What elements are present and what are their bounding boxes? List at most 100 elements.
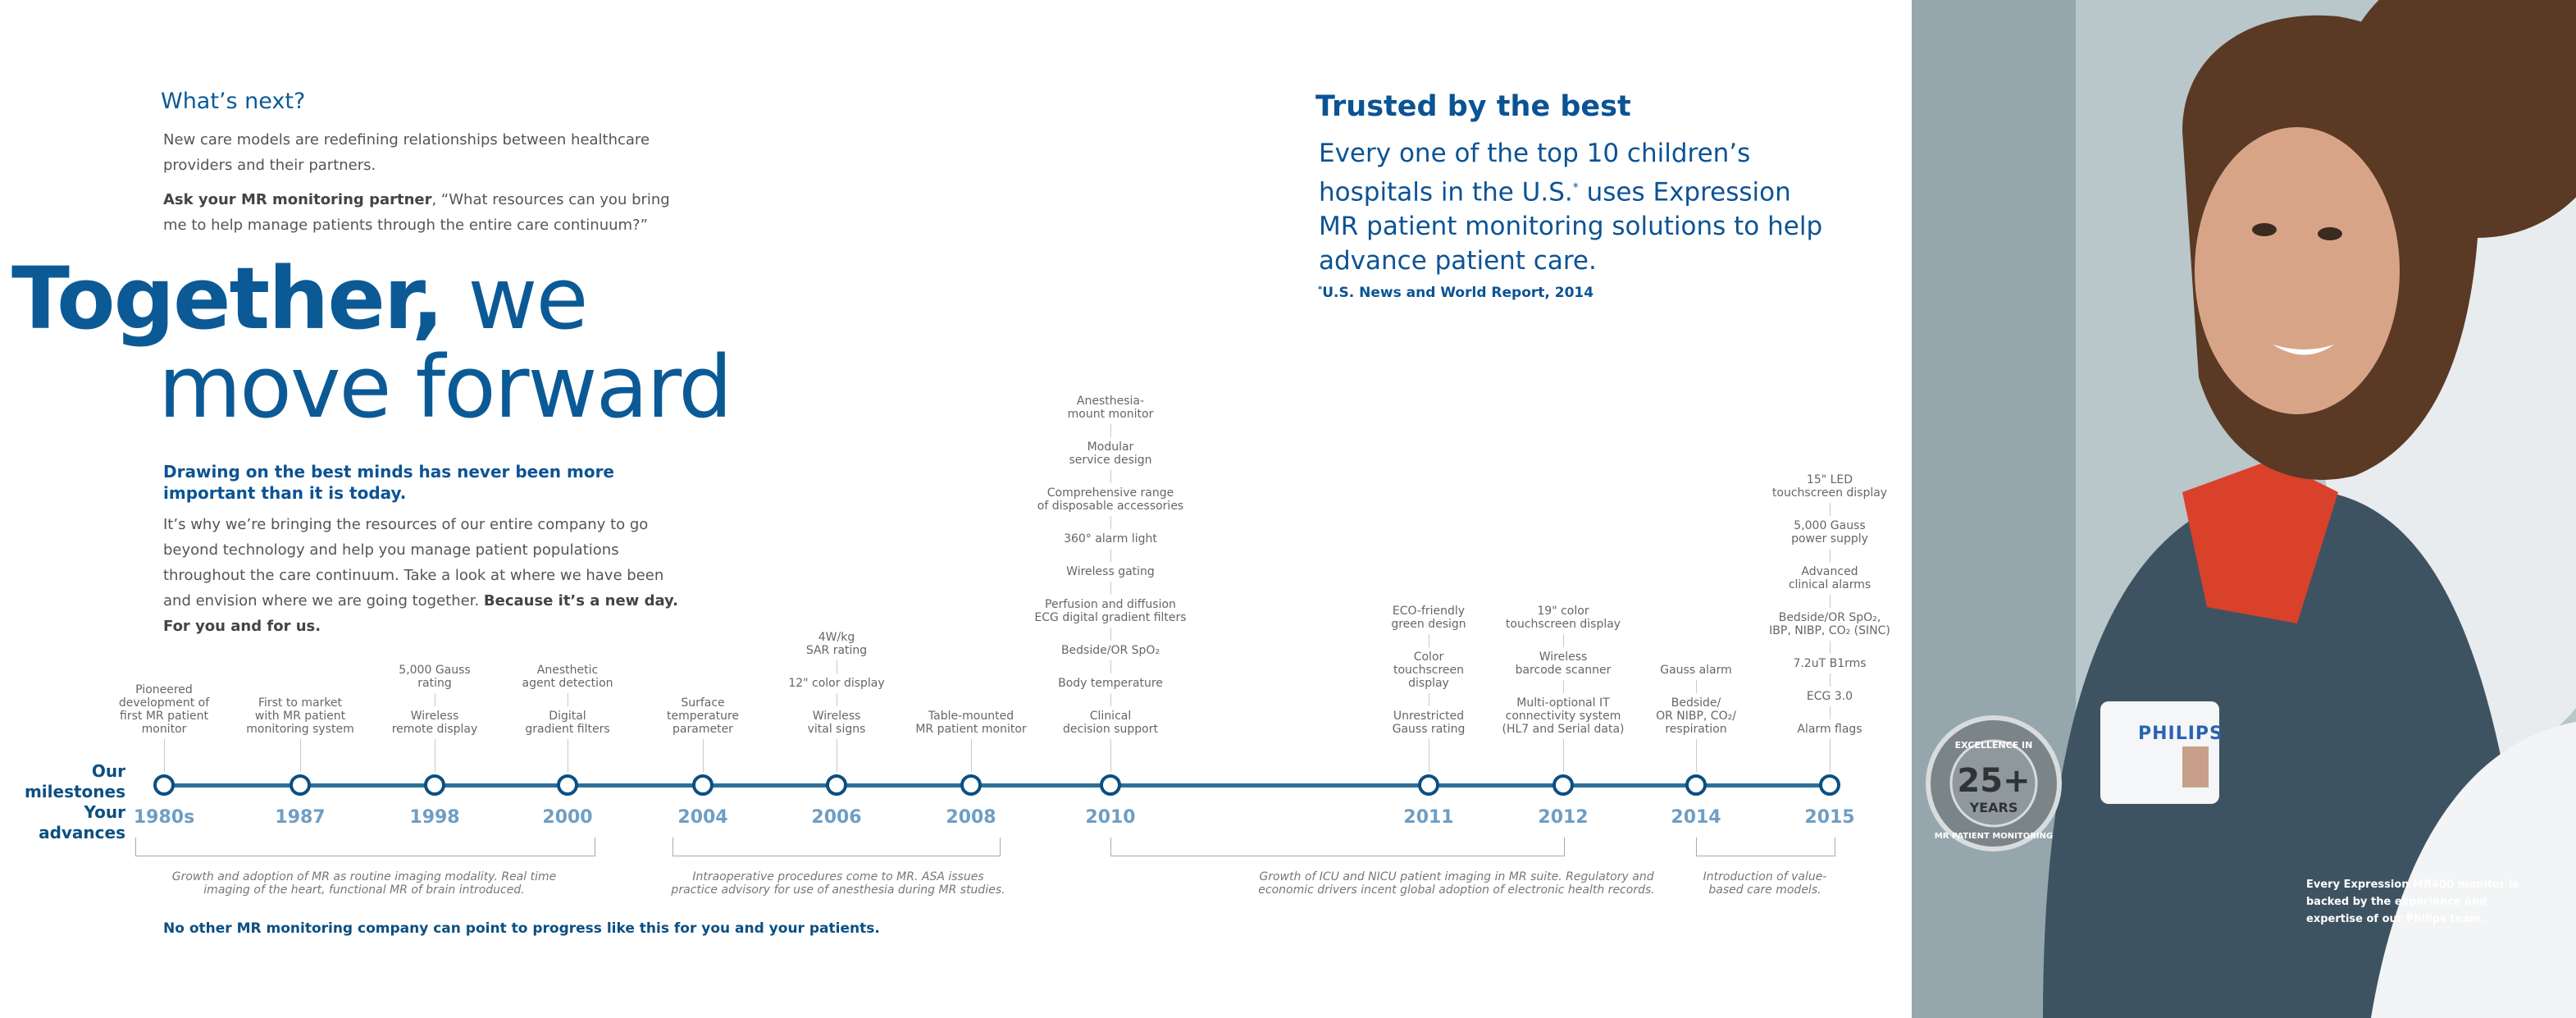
- milestone-connector: [1563, 680, 1564, 693]
- milestone-connector: [1830, 739, 1831, 772]
- timeline-year-2014: 2014: [1671, 807, 1721, 828]
- timeline-node-2012: [1552, 774, 1574, 796]
- drawing-heading: Drawing on the best minds has never been…: [163, 462, 614, 503]
- milestone-2015-5: 7.2uT B1rms: [1793, 657, 1867, 670]
- timeline-year-1980s: 1980s: [133, 807, 195, 828]
- milestones-label-line-1: Our milestones: [24, 761, 125, 801]
- timeline-node-2014: [1685, 774, 1707, 796]
- milestone-2012-2: Wireless barcode scanner: [1515, 651, 1612, 677]
- milestone-1998-1: 5,000 Gauss rating: [399, 664, 471, 690]
- milestone-2004-1: Surface temperature parameter: [667, 696, 739, 736]
- timeline-node-2010: [1100, 774, 1121, 796]
- drawing-body-text: It’s why we’re bringing the resources of…: [163, 516, 664, 609]
- trusted-source: *U.S. News and World Report, 2014: [1318, 285, 1593, 301]
- milestones-label-line-2: Your advances: [39, 802, 125, 842]
- era-caption-4: Introduction of value- based care models…: [1703, 870, 1827, 897]
- timeline-year-1987: 1987: [275, 807, 326, 828]
- milestone-2012-3: Multi-optional IT connectivity system (H…: [1502, 696, 1625, 736]
- milestone-2010-6: Perfusion and diffusion ECG digital grad…: [1034, 598, 1187, 624]
- timeline-node-2004: [692, 774, 714, 796]
- milestone-connector: [1830, 503, 1831, 516]
- timeline-year-2006: 2006: [811, 807, 862, 828]
- era-bracket-2: [672, 838, 1001, 856]
- milestone-2012-1: 19" color touchscreen display: [1505, 605, 1621, 631]
- milestone-2010-3: Comprehensive range of disposable access…: [1037, 486, 1184, 513]
- seal-top-text: EXCELLENCE IN: [1955, 740, 2033, 751]
- whats-next-paragraph-1: New care models are redefining relations…: [163, 131, 650, 174]
- milestone-2010-5: Wireless gating: [1066, 565, 1155, 578]
- milestone-connector: [1110, 470, 1111, 483]
- milestone-2015-3: Advanced clinical alarms: [1788, 565, 1872, 591]
- milestone-connector: [1830, 673, 1831, 687]
- timeline-year-2015: 2015: [1804, 807, 1855, 828]
- source-text: U.S. News and World Report, 2014: [1322, 285, 1594, 301]
- milestone-connector: [1110, 516, 1111, 529]
- timeline-node-2008: [960, 774, 982, 796]
- milestone-2015-6: ECG 3.0: [1806, 690, 1853, 703]
- milestone-connector: [1830, 641, 1831, 654]
- whats-next-rest: , “What resources can you bring me to he…: [163, 191, 670, 234]
- whats-next-heading: What’s next?: [161, 89, 306, 114]
- milestone-2011-3: Unrestricted Gauss rating: [1392, 710, 1466, 736]
- timeline-year-2011: 2011: [1403, 807, 1454, 828]
- timeline-node-1980s: [153, 774, 175, 796]
- timeline-node-1987: [290, 774, 311, 796]
- milestone-connector: [1110, 739, 1111, 772]
- milestone-connector: [1696, 739, 1697, 772]
- milestone-connector: [1696, 680, 1697, 693]
- photo-illustration: 25+ YEARS EXCELLENCE IN MR PATIENT MONIT…: [1912, 0, 2576, 1018]
- milestone-2008-1: Table-mounted MR patient monitor: [915, 710, 1027, 736]
- timeline-year-2010: 2010: [1085, 807, 1136, 828]
- source-footnote-mark: *: [1318, 285, 1323, 294]
- milestone-2011-1: ECO-friendly green design: [1391, 605, 1466, 631]
- milestone-connector: [1110, 424, 1111, 437]
- milestone-2014-1: Gauss alarm: [1660, 664, 1732, 677]
- face: [2195, 127, 2400, 414]
- philips-badge-brand: PHILIPS: [2138, 724, 2223, 744]
- milestone-connector: [1110, 582, 1111, 595]
- milestone-connector: [1563, 634, 1564, 647]
- milestone-connector: [1110, 660, 1111, 673]
- milestone-connector: [1110, 628, 1111, 641]
- era-bracket-1: [135, 838, 595, 856]
- trusted-body-b: uses Expression MR patient monitoring so…: [1319, 177, 1823, 276]
- milestone-2006-2: 12" color display: [788, 677, 885, 690]
- seal-years: YEARS: [1969, 800, 2018, 815]
- seal-bottom-text: MR PATIENT MONITORING: [1935, 832, 2053, 841]
- milestone-1998-2: Wireless remote display: [391, 710, 478, 736]
- milestone-2010-4: 360° alarm light: [1064, 532, 1157, 546]
- milestone-2010-7: Bedside/OR SpO₂: [1060, 644, 1160, 657]
- milestone-connector: [971, 739, 972, 772]
- timeline-year-1998: 1998: [409, 807, 460, 828]
- timeline-footer: No other MR monitoring company can point…: [163, 920, 880, 937]
- milestone-2010-1: Anesthesia- mount monitor: [1067, 395, 1154, 421]
- timeline-axis: [164, 783, 1832, 787]
- milestone-1980s-1: Pioneered development of first MR patien…: [118, 683, 210, 736]
- milestone-2006-1: 4W/kg SAR rating: [805, 631, 868, 657]
- era-bracket-3: [1110, 838, 1565, 856]
- era-caption-3: Growth of ICU and NICU patient imaging i…: [1258, 870, 1655, 897]
- scarf: [2182, 459, 2338, 623]
- milestone-2006-3: Wireless vital signs: [807, 710, 866, 736]
- trusted-body: Every one of the top 10 children’s hospi…: [1319, 136, 1827, 278]
- era-bracket-4: [1696, 838, 1835, 856]
- milestone-connector: [1563, 739, 1564, 772]
- headline-bold: Together,: [11, 249, 444, 349]
- headline-light: we: [442, 249, 588, 349]
- milestone-1987-1: First to market with MR patient monitori…: [246, 696, 354, 736]
- whats-next-bold: Ask your MR monitoring partner: [163, 191, 432, 208]
- milestone-connector: [703, 739, 704, 772]
- milestone-2000-2: Digital gradient filters: [525, 710, 610, 736]
- era-caption-2: Intraoperative procedures come to MR. AS…: [671, 870, 1005, 897]
- milestone-2010-8: Body temperature: [1058, 677, 1163, 690]
- drawing-body: It’s why we’re bringing the resources of…: [163, 512, 688, 639]
- headline-line-1: Together, we: [11, 249, 588, 349]
- milestone-2014-2: Bedside/ OR NIBP, CO₂/ respiration: [1656, 696, 1736, 736]
- timeline-node-2015: [1819, 774, 1840, 796]
- milestone-2010-9: Clinical decision support: [1063, 710, 1158, 736]
- drawing-body-bold: Because it’s a new day. For you and for …: [163, 592, 678, 635]
- milestone-connector: [1110, 693, 1111, 706]
- milestones-label: Our milestones Your advances: [0, 761, 125, 843]
- timeline-node-2011: [1418, 774, 1439, 796]
- milestone-connector: [1110, 549, 1111, 562]
